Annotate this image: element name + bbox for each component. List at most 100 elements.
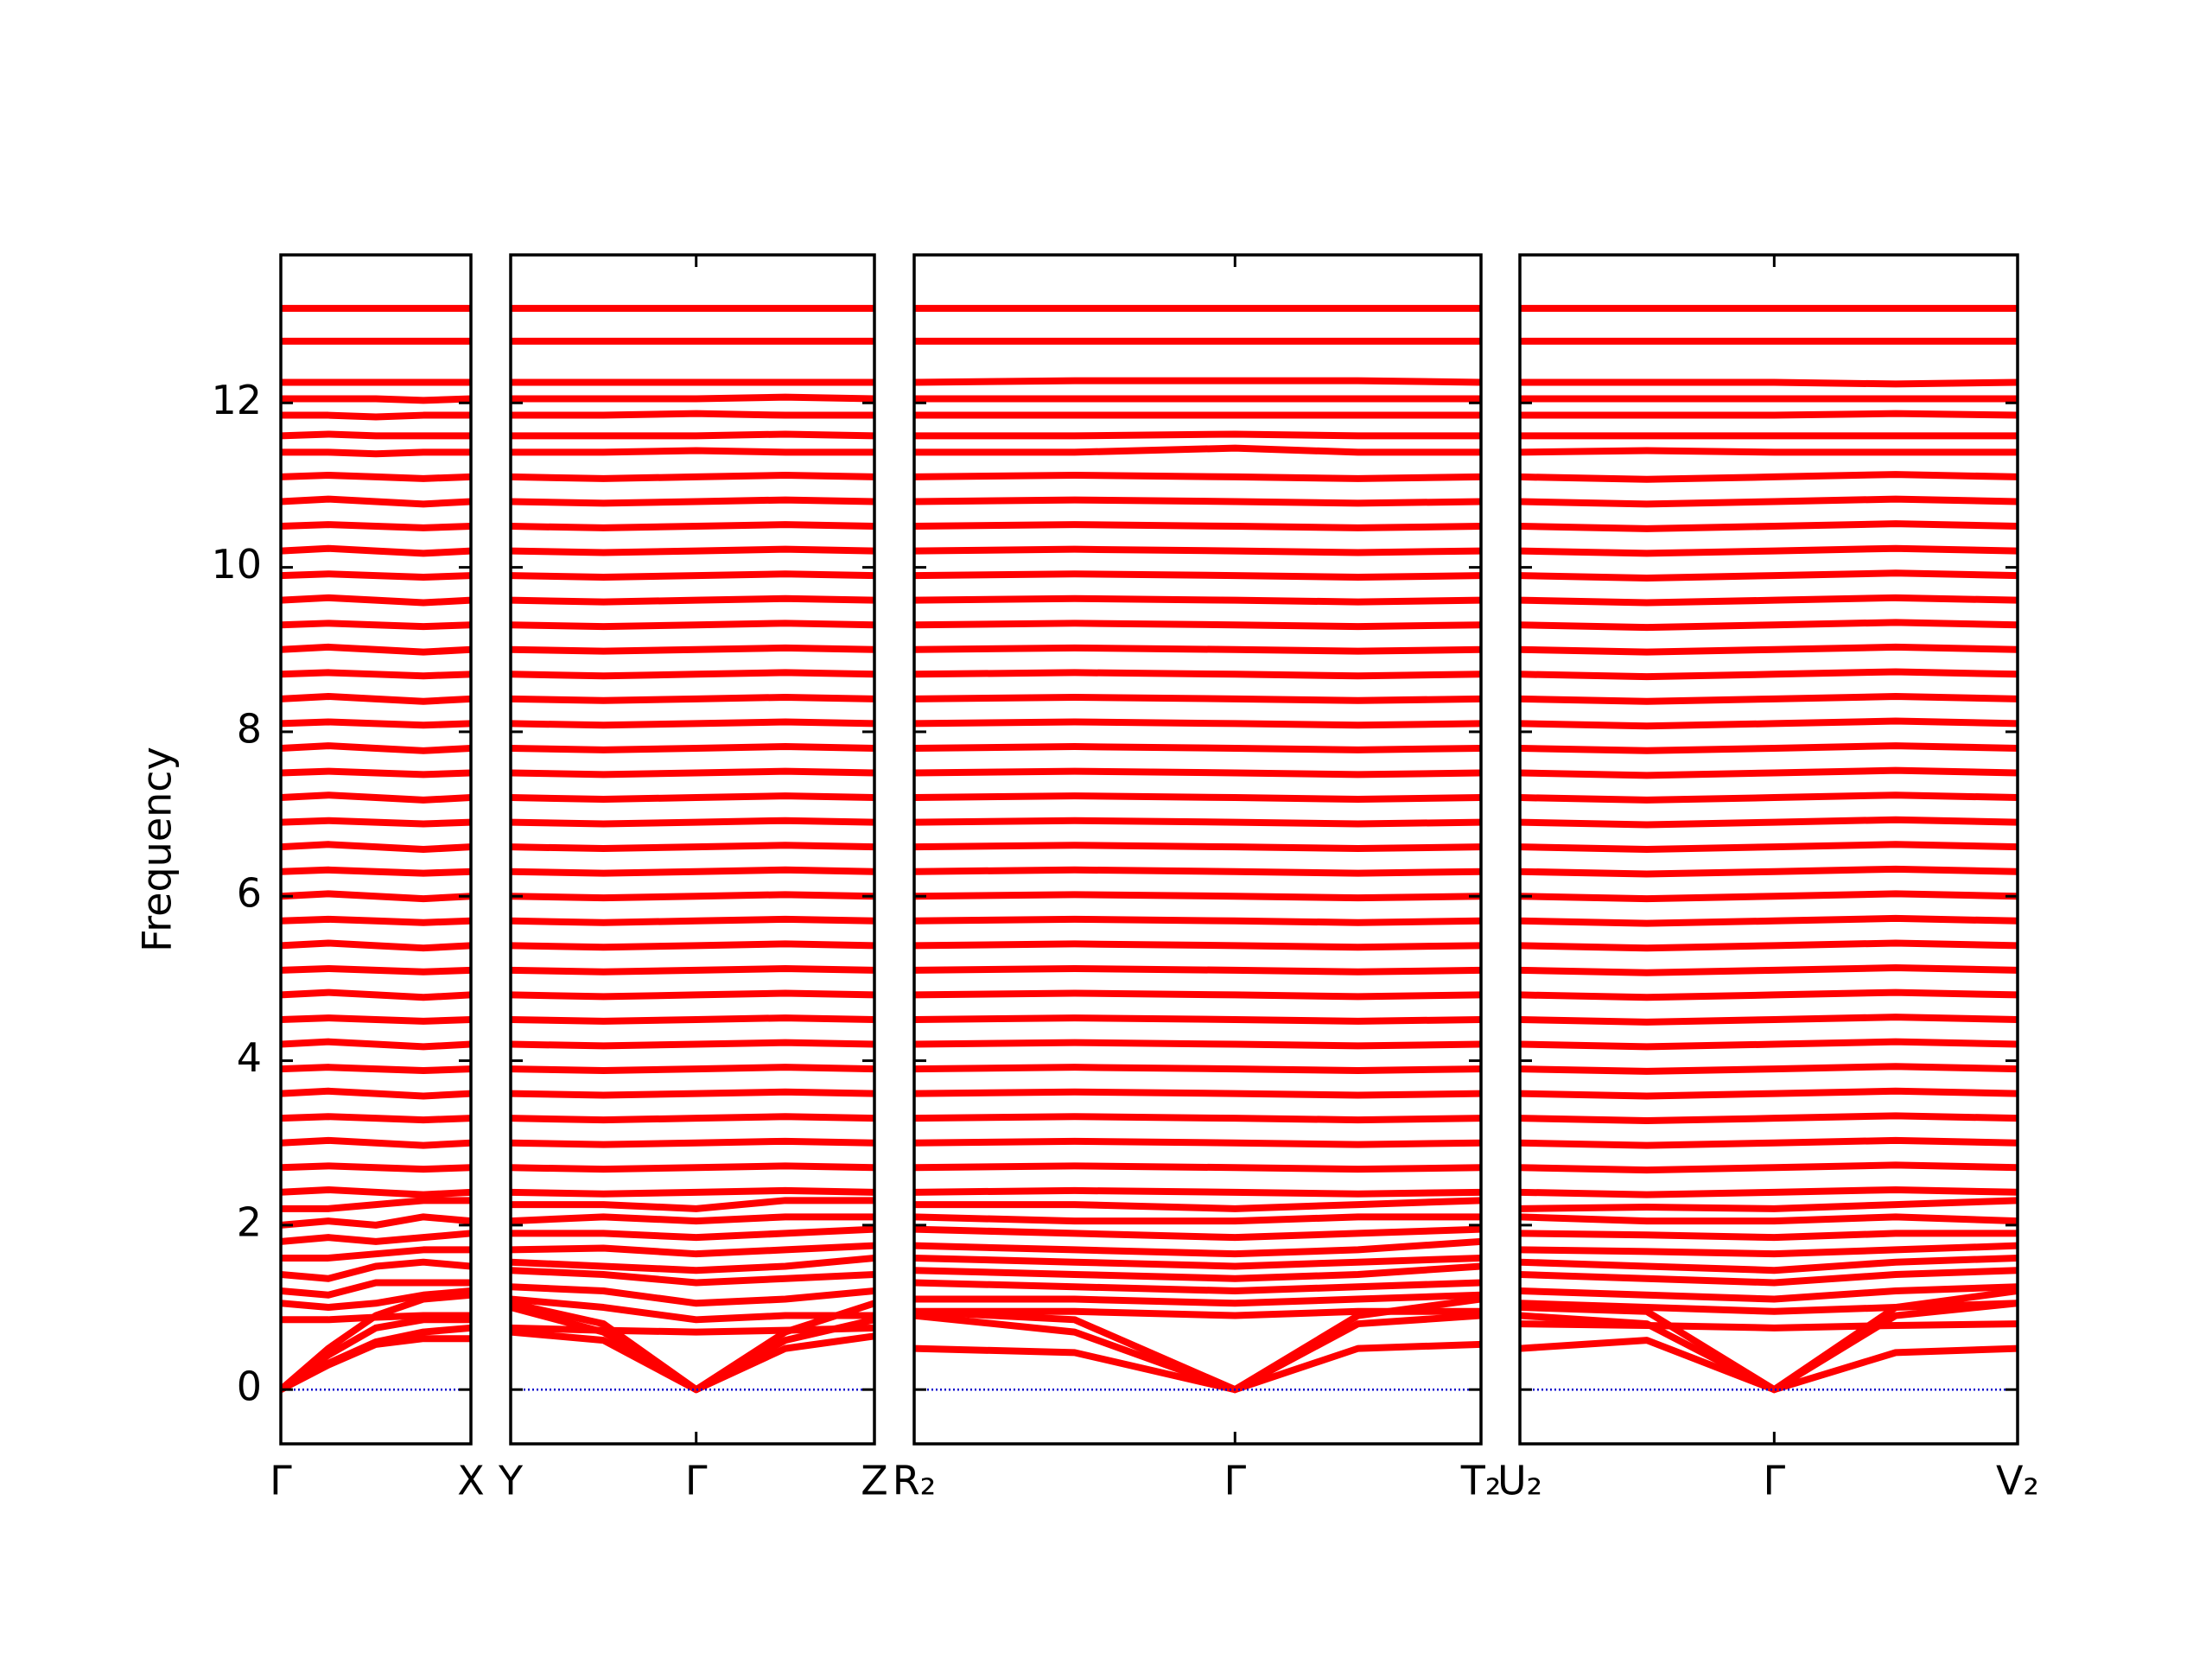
band-line bbox=[511, 521, 874, 531]
band-line bbox=[1520, 1254, 2018, 1274]
band-line bbox=[914, 792, 1481, 803]
band-line bbox=[281, 1312, 471, 1324]
x-tick-label: Y bbox=[498, 1458, 524, 1504]
band-line bbox=[281, 570, 471, 582]
band-line bbox=[914, 1137, 1481, 1148]
band-line bbox=[511, 1039, 874, 1050]
band-line bbox=[511, 1088, 874, 1099]
band-line bbox=[914, 1113, 1481, 1124]
band-line bbox=[1520, 1267, 2018, 1287]
band-line bbox=[1520, 1300, 2018, 1315]
band-line bbox=[511, 1014, 874, 1025]
band-line bbox=[1520, 1112, 2018, 1125]
band-line bbox=[281, 693, 471, 705]
band-line bbox=[914, 915, 1481, 926]
band-line bbox=[914, 496, 1481, 507]
band-line bbox=[511, 989, 874, 1001]
band-line bbox=[281, 544, 471, 557]
band-line bbox=[1520, 668, 2018, 681]
band-line bbox=[281, 915, 471, 926]
band-line bbox=[1520, 378, 2018, 388]
band-line bbox=[914, 1213, 1481, 1225]
axes-frame bbox=[912, 253, 1483, 1446]
band-line bbox=[1520, 1087, 2018, 1100]
y-tick-label: 4 bbox=[237, 1034, 262, 1081]
band-line bbox=[914, 444, 1481, 456]
band-line bbox=[281, 1064, 471, 1074]
band-line bbox=[511, 817, 874, 828]
band-line bbox=[511, 743, 874, 753]
band-line bbox=[1520, 544, 2018, 557]
band-line bbox=[914, 1064, 1481, 1074]
band-line bbox=[511, 1300, 874, 1394]
band-line bbox=[1520, 791, 2018, 804]
band-line bbox=[511, 1113, 874, 1124]
band-line bbox=[281, 521, 471, 531]
band-line bbox=[511, 496, 874, 507]
band-line bbox=[1520, 1320, 2018, 1332]
band-line bbox=[1520, 742, 2018, 754]
band-line bbox=[511, 1267, 874, 1287]
band-line bbox=[281, 395, 471, 404]
plot-area bbox=[914, 304, 1481, 1394]
x-tick-label: R₂ bbox=[893, 1458, 936, 1504]
band-line bbox=[1520, 1161, 2018, 1174]
band-line bbox=[914, 644, 1481, 655]
band-line bbox=[281, 1246, 471, 1262]
band-line bbox=[511, 1328, 874, 1394]
band-line bbox=[511, 669, 874, 680]
band-line bbox=[1520, 841, 2018, 853]
band-line bbox=[1520, 914, 2018, 927]
band-line bbox=[1520, 890, 2018, 903]
axes-frame bbox=[1518, 253, 2019, 1446]
band-line bbox=[281, 1162, 471, 1173]
band-line bbox=[281, 1038, 471, 1051]
band-line bbox=[281, 939, 471, 952]
band-line bbox=[281, 742, 471, 754]
band-line bbox=[914, 989, 1481, 1001]
band-line bbox=[511, 1213, 874, 1225]
band-line bbox=[914, 1225, 1481, 1242]
band-line bbox=[511, 1283, 874, 1307]
band-line bbox=[1520, 1136, 2018, 1149]
band-line bbox=[914, 472, 1481, 482]
band-line bbox=[914, 430, 1481, 440]
band-line bbox=[1520, 1185, 2018, 1198]
y-tick-label: 12 bbox=[211, 377, 262, 423]
band-line bbox=[281, 411, 471, 421]
band-line bbox=[511, 430, 874, 440]
band-line bbox=[511, 1242, 874, 1258]
band-line bbox=[281, 643, 471, 656]
band-line bbox=[914, 1197, 1481, 1212]
band-line bbox=[511, 842, 874, 853]
y-tick-label: 2 bbox=[237, 1198, 262, 1245]
x-tick-label: T₂ bbox=[1460, 1458, 1502, 1504]
band-line bbox=[1520, 766, 2018, 779]
band-line bbox=[1520, 643, 2018, 656]
band-line bbox=[281, 1197, 471, 1212]
band-line bbox=[281, 1279, 471, 1299]
band-line bbox=[511, 410, 874, 419]
y-tick-label: 0 bbox=[237, 1363, 262, 1410]
band-line bbox=[511, 594, 874, 606]
band-line bbox=[281, 495, 471, 508]
band-line bbox=[914, 866, 1481, 877]
band-line bbox=[914, 1262, 1481, 1282]
axes-frame bbox=[279, 253, 473, 1446]
x-tick-label: Γ bbox=[1764, 1458, 1786, 1504]
band-line bbox=[281, 620, 471, 631]
band-line bbox=[511, 620, 874, 631]
band-line bbox=[511, 570, 874, 582]
band-line bbox=[1520, 569, 2018, 582]
band-line bbox=[1520, 1038, 2018, 1051]
band-line bbox=[511, 964, 874, 976]
band-line bbox=[511, 891, 874, 902]
plot-area bbox=[281, 304, 471, 1393]
band-line bbox=[281, 841, 471, 853]
band-line bbox=[1520, 410, 2018, 419]
band-line bbox=[1520, 1197, 2018, 1212]
band-line bbox=[281, 1230, 471, 1245]
band-line bbox=[1520, 816, 2018, 829]
band-line bbox=[1520, 447, 2018, 456]
